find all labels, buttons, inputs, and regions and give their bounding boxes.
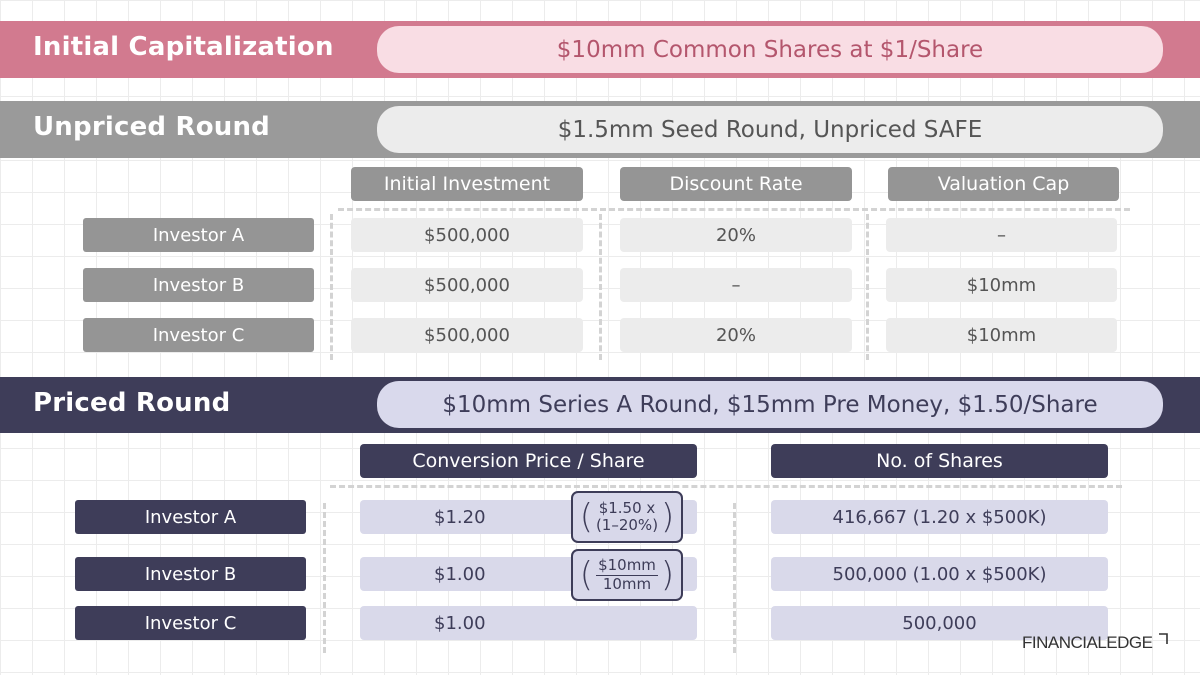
priced-round-title: Priced Round (33, 388, 231, 418)
priced-column-divider-2 (733, 503, 736, 653)
investor-a-price-formula: ( $1.50 x (1–20%) ) (571, 491, 683, 543)
unpriced-investor-c-cap: $10mm (886, 318, 1117, 352)
unpriced-investor-b-investment: $500,000 (351, 268, 583, 302)
header-valuation-cap: Valuation Cap (888, 167, 1119, 201)
investor-b-formula-denominator: 10mm (602, 574, 652, 593)
unpriced-investor-b-label: Investor B (83, 268, 314, 302)
priced-investor-a-price: $1.20 (434, 506, 486, 528)
priced-header-divider (330, 485, 1122, 488)
priced-investor-b-price: $1.00 (434, 563, 486, 585)
unpriced-investor-c-discount: 20% (620, 318, 852, 352)
priced-investor-b-label: Investor B (75, 557, 306, 591)
priced-investor-c-price-cell: $1.00 (360, 606, 697, 640)
priced-investor-a-label: Investor A (75, 500, 306, 534)
investor-b-price-formula: ( $10mm 10mm ) (571, 549, 683, 601)
initial-capitalization-title: Initial Capitalization (33, 32, 334, 62)
priced-investor-c-price: $1.00 (434, 612, 486, 634)
unpriced-investor-b-discount: – (620, 268, 852, 302)
investor-a-formula-bottom: (1–20%) (595, 516, 659, 534)
header-conversion-price: Conversion Price / Share (360, 444, 697, 478)
investor-b-formula-fraction: $10mm 10mm (596, 557, 658, 593)
priced-investor-c-shares: 500,000 (771, 606, 1108, 640)
unpriced-investor-c-investment: $500,000 (351, 318, 583, 352)
investor-a-formula-top: $1.50 x (598, 498, 656, 517)
priced-investor-c-label: Investor C (75, 606, 306, 640)
investor-a-formula-expression: $1.50 x (1–20%) (595, 498, 659, 535)
financial-edge-logo: FINANCIALEDGE (1022, 633, 1168, 653)
header-discount-rate: Discount Rate (620, 167, 852, 201)
unpriced-round-title: Unpriced Round (33, 112, 270, 142)
unpriced-header-divider (338, 208, 1130, 211)
unpriced-column-divider-1 (330, 214, 333, 360)
open-paren-glyph: ( (579, 497, 593, 537)
investor-b-formula-numerator: $10mm (596, 556, 658, 576)
unpriced-investor-a-investment: $500,000 (351, 218, 583, 252)
close-paren-glyph: ) (661, 497, 675, 537)
priced-investor-b-shares: 500,000 (1.00 x $500K) (771, 557, 1108, 591)
unpriced-investor-b-cap: $10mm (886, 268, 1117, 302)
unpriced-round-summary: $1.5mm Seed Round, Unpriced SAFE (377, 106, 1163, 153)
logo-wordmark: FINANCIALEDGE (1022, 633, 1153, 652)
header-number-of-shares: No. of Shares (771, 444, 1108, 478)
header-initial-investment: Initial Investment (351, 167, 583, 201)
priced-investor-a-shares: 416,667 (1.20 x $500K) (771, 500, 1108, 534)
unpriced-investor-c-label: Investor C (83, 318, 314, 352)
unpriced-column-divider-2 (599, 214, 602, 360)
unpriced-investor-a-label: Investor A (83, 218, 314, 252)
priced-round-summary: $10mm Series A Round, $15mm Pre Money, $… (377, 381, 1163, 428)
unpriced-column-divider-3 (866, 214, 869, 360)
initial-capitalization-summary: $10mm Common Shares at $1/Share (377, 26, 1163, 73)
priced-column-divider-1 (323, 503, 326, 653)
logo-corner-mark-icon (1158, 633, 1168, 644)
unpriced-investor-a-cap: – (886, 218, 1117, 252)
close-paren-glyph: ) (660, 555, 675, 595)
open-paren-glyph: ( (579, 555, 594, 595)
unpriced-investor-a-discount: 20% (620, 218, 852, 252)
